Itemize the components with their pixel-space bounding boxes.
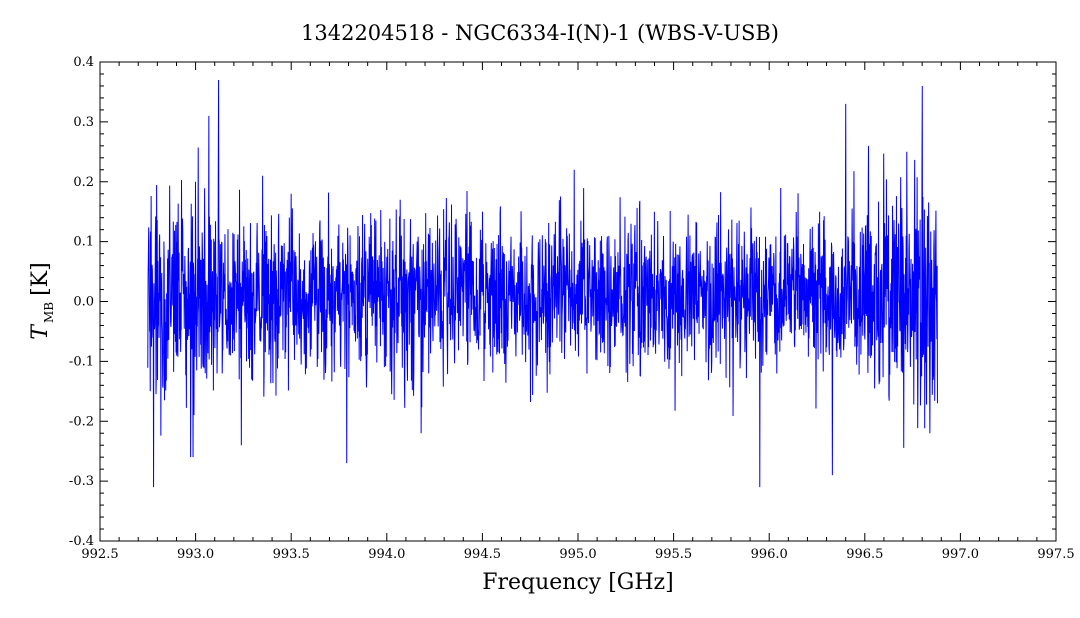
series-layer — [147, 79, 938, 488]
y-axis-label: TMB [K] — [28, 262, 56, 339]
y-axis-label-symbol: T — [28, 323, 53, 340]
x-tick-label: 994.5 — [464, 547, 501, 562]
y-tick-label: 0.1 — [73, 235, 94, 250]
y-tick-label: 0.4 — [73, 55, 94, 70]
chart-title: 1342204518 - NGC6334-I(N)-1 (WBS-V-USB) — [301, 21, 779, 45]
y-tick-label: 0.2 — [73, 175, 94, 190]
y-tick-label: 0.0 — [73, 295, 94, 310]
x-tick-label: 995.5 — [655, 547, 692, 562]
x-axis-label: Frequency [GHz] — [482, 570, 674, 595]
y-tick-label: -0.4 — [69, 534, 94, 549]
spectrum-series-line — [147, 79, 938, 488]
y-axis-label-unit: [K] — [28, 262, 53, 296]
x-tick-label: 997.0 — [942, 547, 979, 562]
x-tick-label: 996.5 — [846, 547, 883, 562]
y-tick-label: -0.3 — [69, 474, 94, 489]
y-tick-label: -0.1 — [69, 354, 94, 369]
axis-layer: 992.5 993.0 993.5 994.0 994.5 995.0 995.5 996.0… — [69, 55, 1075, 562]
x-tick-label: 993.5 — [273, 547, 310, 562]
y-tick-label: -0.2 — [69, 414, 94, 429]
x-tick-label: 993.0 — [177, 547, 214, 562]
x-tick-label: 992.5 — [81, 547, 118, 562]
x-tick-label: 994.0 — [368, 547, 405, 562]
y-tick-label: 0.3 — [73, 115, 94, 130]
x-tick-label: 995.0 — [559, 547, 596, 562]
y-axis-label-subscript: MB — [42, 302, 56, 323]
x-tick-label: 997.5 — [1037, 547, 1074, 562]
x-tick-label: 996.0 — [751, 547, 788, 562]
